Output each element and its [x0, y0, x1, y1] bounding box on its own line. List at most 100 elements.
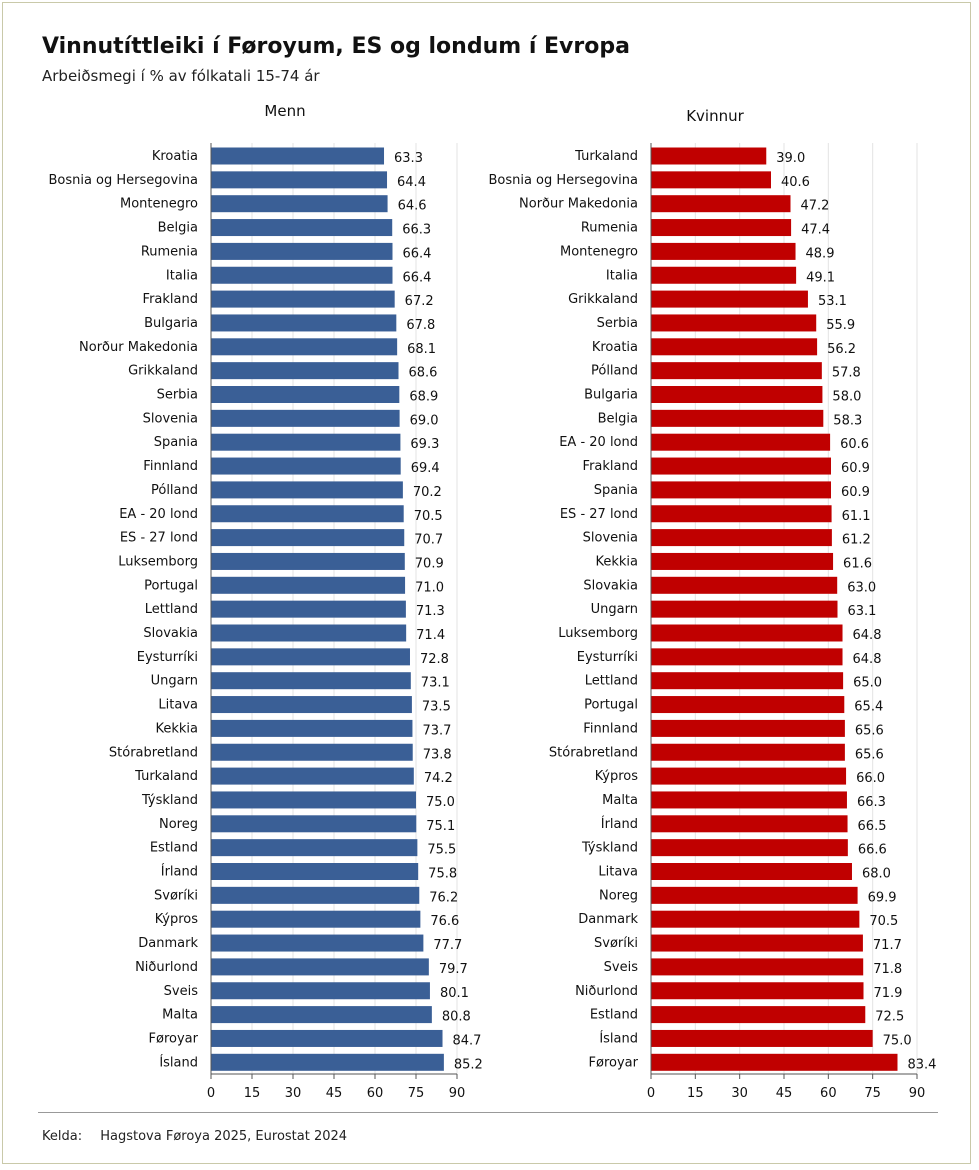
kvinnur-category-label: Malta [602, 793, 638, 808]
kvinnur-bar [651, 314, 817, 332]
kvinnur-value-label: 57.8 [832, 366, 861, 381]
kvinnur-bar [651, 886, 858, 904]
kvinnur-category-label: Ísland [599, 1030, 638, 1046]
kvinnur-value-label: 56.2 [827, 342, 856, 357]
kvinnur-bar [651, 648, 843, 666]
menn-value-label: 67.2 [405, 294, 434, 309]
kvinnur-category-label: Slovenia [583, 531, 638, 546]
menn-value-label: 77.7 [433, 938, 462, 953]
kvinnur-panel-title: Kvinnur [686, 107, 744, 125]
kvinnur-bar [651, 1006, 866, 1024]
menn-bar [211, 791, 416, 809]
kvinnur-bar [651, 481, 831, 499]
menn-category-label: Bulgaria [144, 316, 198, 331]
kvinnur-bar [651, 1053, 898, 1071]
menn-category-label: Ungarn [151, 674, 198, 689]
menn-value-label: 66.4 [402, 246, 431, 261]
menn-bar [211, 934, 424, 952]
menn-category-label: Lettland [145, 602, 198, 617]
kvinnur-bar [651, 171, 771, 189]
menn-category-label: Slovakia [143, 626, 198, 641]
kvinnur-bar [651, 672, 844, 690]
menn-bar [211, 219, 393, 237]
menn-value-label: 70.9 [415, 556, 444, 571]
kvinnur-value-label: 66.0 [856, 771, 885, 786]
menn-value-label: 75.0 [426, 795, 455, 810]
kvinnur-category-label: Litava [598, 865, 638, 880]
kvinnur-bar [651, 934, 863, 952]
kvinnur-value-label: 65.4 [854, 700, 883, 715]
chart-subtitle: Arbeiðsmegi í % av fólkatali 15-74 ár [42, 67, 320, 85]
kvinnur-value-label: 61.1 [842, 509, 871, 524]
menn-value-label: 68.1 [407, 342, 436, 357]
menn-bar [211, 815, 417, 833]
menn-bar [211, 266, 393, 284]
kvinnur-bar [651, 338, 818, 356]
kvinnur-value-label: 72.5 [875, 1010, 904, 1025]
menn-category-label: Kýpros [155, 912, 199, 927]
menn-value-label: 70.2 [413, 485, 442, 500]
kvinnur-value-label: 65.6 [855, 723, 884, 738]
menn-panel-title: Menn [264, 102, 305, 120]
menn-x-tick-label: 0 [207, 1086, 215, 1101]
kvinnur-category-label: Kýpros [595, 769, 639, 784]
kvinnur-category-label: Noreg [599, 888, 638, 903]
menn-bar [211, 290, 395, 308]
kvinnur-category-label: Bulgaria [584, 388, 638, 403]
menn-value-label: 64.4 [397, 175, 426, 190]
kvinnur-category-label: Kekkia [595, 554, 638, 569]
kvinnur-category-label: Stórabretland [549, 745, 638, 760]
kvinnur-x-tick-label: 0 [647, 1086, 655, 1101]
kvinnur-value-label: 60.9 [841, 485, 870, 500]
menn-value-label: 74.2 [424, 771, 453, 786]
menn-category-label: Týskland [141, 793, 198, 808]
menn-x-tick-label: 60 [367, 1086, 384, 1101]
menn-value-label: 69.0 [410, 413, 439, 428]
kvinnur-category-label: Turkaland [574, 149, 638, 164]
menn-bar [211, 719, 413, 737]
menn-bar [211, 1029, 443, 1047]
menn-category-label: Stórabretland [109, 745, 198, 760]
kvinnur-bar [651, 958, 864, 976]
menn-value-label: 66.3 [402, 223, 431, 238]
menn-bar [211, 672, 411, 690]
kvinnur-value-label: 58.0 [832, 390, 861, 405]
menn-bar [211, 386, 400, 403]
menn-category-label: Litava [158, 698, 198, 713]
kvinnur-category-label: Luksemborg [558, 626, 638, 641]
kvinnur-value-label: 68.0 [862, 867, 891, 882]
menn-value-label: 73.7 [422, 723, 451, 738]
kvinnur-category-label: Kroatia [592, 340, 638, 355]
kvinnur-value-label: 64.8 [853, 628, 882, 643]
menn-bar [211, 457, 401, 475]
kvinnur-x-tick-label: 45 [776, 1086, 793, 1101]
menn-value-label: 72.8 [420, 652, 449, 667]
kvinnur-category-label: Portugal [584, 698, 638, 713]
kvinnur-value-label: 47.4 [801, 223, 830, 238]
kvinnur-value-label: 47.2 [801, 199, 830, 214]
kvinnur-bar [651, 529, 832, 547]
kvinnur-value-label: 71.7 [873, 938, 902, 953]
kvinnur-bar [651, 552, 834, 570]
menn-category-label: Slovenia [143, 411, 198, 426]
menn-bar [211, 886, 420, 904]
menn-category-label: Eysturríki [137, 650, 198, 665]
kvinnur-category-label: Pólland [591, 364, 638, 379]
chart-title: Vinnutíttleiki í Føroyum, ES og londum í… [42, 34, 630, 59]
menn-x-tick-label: 90 [449, 1086, 466, 1101]
menn-category-label: Danmark [138, 936, 198, 951]
kvinnur-bar [651, 863, 852, 880]
kvinnur-value-label: 58.3 [833, 413, 862, 428]
kvinnur-category-label: Sveis [604, 960, 639, 975]
kvinnur-category-label: Grikkaland [568, 292, 638, 307]
kvinnur-bar [651, 195, 791, 213]
menn-bar [211, 433, 401, 451]
menn-bar [211, 576, 406, 594]
menn-bar [211, 362, 399, 380]
menn-category-label: Niðurlond [135, 960, 198, 975]
menn-value-label: 76.6 [430, 914, 459, 929]
kvinnur-x-tick-label: 90 [909, 1086, 926, 1101]
menn-category-label: Italia [166, 268, 198, 283]
kvinnur-category-label: Spania [594, 483, 638, 498]
